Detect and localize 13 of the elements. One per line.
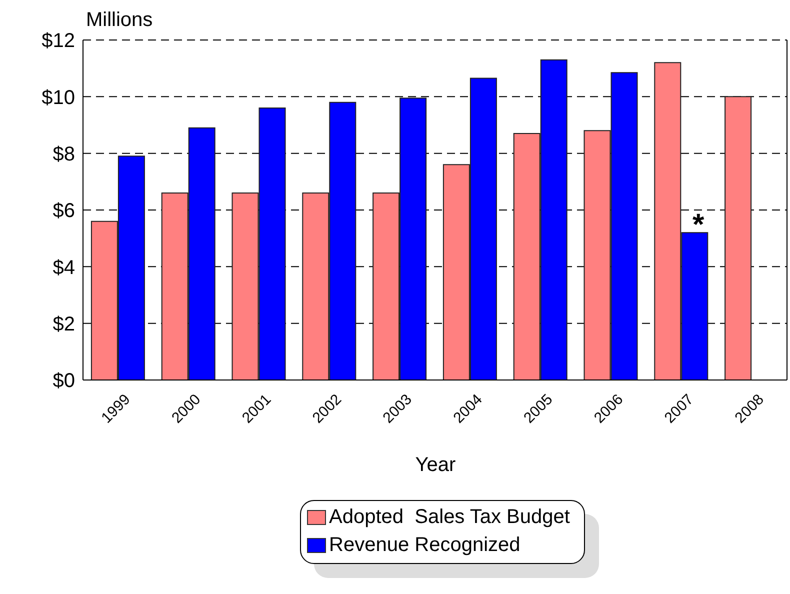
y-tick-label: $0	[52, 370, 75, 392]
y-axis-title: Millions	[86, 9, 153, 32]
bar	[724, 96, 752, 380]
y-tick-label: $2	[52, 313, 75, 336]
legend-label: Revenue Recognized	[329, 533, 520, 558]
y-tick-label: $10	[42, 86, 75, 109]
legend-label: Adopted Sales Tax Budget	[329, 505, 570, 530]
y-tick-label: $6	[52, 200, 75, 222]
x-axis-title: Year	[414, 454, 457, 477]
y-tick-label: $12	[42, 30, 75, 52]
y-tick-label: $4	[52, 256, 75, 279]
y-tick-label: $8	[52, 143, 75, 166]
annotation: *	[692, 208, 705, 242]
